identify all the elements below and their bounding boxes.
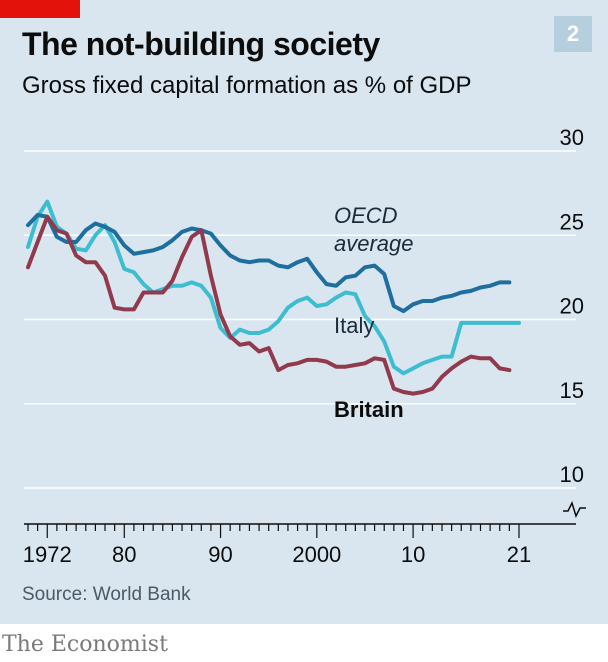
x-tick-label-2000: 2000 xyxy=(292,542,341,567)
chart-panel xyxy=(0,0,608,624)
series-line-italy xyxy=(26,199,521,376)
series-label: OECD xyxy=(334,203,398,228)
series-line-oecd-average xyxy=(26,213,512,314)
x-axis xyxy=(24,500,586,538)
x-tick-label-10: 10 xyxy=(401,542,425,567)
x-tick-label-90: 90 xyxy=(208,542,232,567)
y-tick-labels: 10 15 20 25 30 xyxy=(560,125,584,487)
x-tick-label-80: 80 xyxy=(112,542,136,567)
series-labels: OECD average Italy Britain xyxy=(334,203,414,422)
y-tick-label-15: 15 xyxy=(560,378,584,403)
y-tick-label-10: 10 xyxy=(560,462,584,487)
chart-number-badge: 2 xyxy=(554,16,592,52)
x-tick-label-1972: 1972 xyxy=(23,542,72,567)
series-label: Britain xyxy=(334,397,404,422)
chart-title: The not-building society xyxy=(22,26,380,62)
y-tick-label-20: 20 xyxy=(560,294,584,319)
gridlines xyxy=(24,150,576,489)
source-note: Source: World Bank xyxy=(22,584,191,605)
series-lines xyxy=(26,199,521,396)
series-label: average xyxy=(334,231,414,256)
y-tick-label-30: 30 xyxy=(560,125,584,150)
line-chart: 10 15 20 25 30 1972 80 90 2000 10 21 OECD average I… xyxy=(23,125,586,567)
red-tag-decoration xyxy=(0,0,80,18)
x-tick-label-21: 21 xyxy=(507,542,531,567)
y-tick-label-25: 25 xyxy=(560,209,584,234)
series-label: Italy xyxy=(334,313,374,338)
series-line-britain xyxy=(26,214,512,396)
x-tick-labels: 1972 80 90 2000 10 21 xyxy=(23,542,531,567)
chart-subtitle: Gross fixed capital formation as % of GD… xyxy=(22,72,472,99)
y-axis-break-icon xyxy=(563,500,586,519)
brand-wordmark: The Economist xyxy=(2,632,168,657)
